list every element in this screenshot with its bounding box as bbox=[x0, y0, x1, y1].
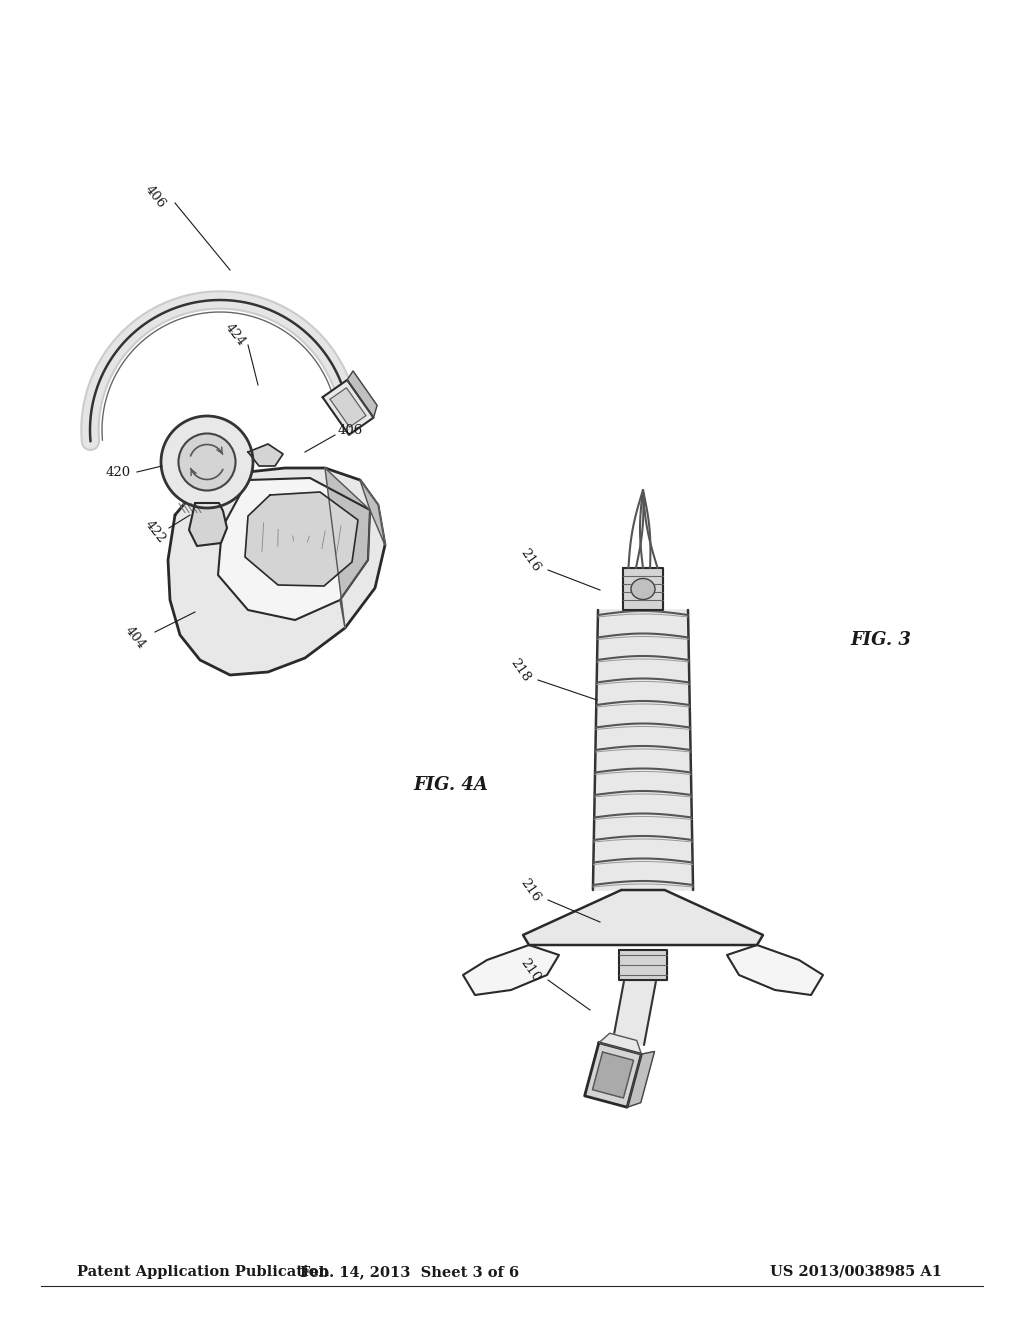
Polygon shape bbox=[323, 380, 374, 434]
Polygon shape bbox=[612, 965, 659, 1045]
Text: FIG. 4A: FIG. 4A bbox=[413, 776, 488, 795]
Polygon shape bbox=[245, 492, 358, 586]
Polygon shape bbox=[360, 480, 385, 545]
Text: FIG. 3: FIG. 3 bbox=[850, 631, 911, 649]
Text: Patent Application Publication: Patent Application Publication bbox=[77, 1265, 329, 1279]
Text: 216: 216 bbox=[517, 546, 543, 574]
Polygon shape bbox=[218, 478, 370, 620]
Polygon shape bbox=[248, 444, 283, 466]
Polygon shape bbox=[623, 568, 663, 610]
Text: US 2013/0038985 A1: US 2013/0038985 A1 bbox=[770, 1265, 942, 1279]
Polygon shape bbox=[463, 945, 559, 995]
Text: 406: 406 bbox=[142, 183, 168, 211]
Text: 216: 216 bbox=[517, 876, 543, 904]
Polygon shape bbox=[593, 610, 693, 890]
Polygon shape bbox=[325, 469, 370, 628]
Polygon shape bbox=[347, 371, 377, 417]
Ellipse shape bbox=[631, 578, 655, 599]
Text: 422: 422 bbox=[142, 517, 168, 546]
Text: 420: 420 bbox=[105, 466, 131, 479]
Text: Feb. 14, 2013  Sheet 3 of 6: Feb. 14, 2013 Sheet 3 of 6 bbox=[300, 1265, 519, 1279]
Text: 424: 424 bbox=[222, 321, 248, 348]
Text: 218: 218 bbox=[508, 656, 532, 684]
Polygon shape bbox=[618, 950, 667, 979]
Circle shape bbox=[178, 433, 236, 491]
Polygon shape bbox=[523, 890, 763, 945]
Text: 210: 210 bbox=[517, 956, 543, 983]
Polygon shape bbox=[585, 1043, 641, 1107]
Polygon shape bbox=[727, 945, 823, 995]
Text: 404: 404 bbox=[122, 624, 147, 652]
Polygon shape bbox=[593, 1052, 634, 1098]
Polygon shape bbox=[599, 1034, 641, 1055]
Polygon shape bbox=[189, 503, 227, 546]
Text: 406: 406 bbox=[337, 424, 362, 437]
Polygon shape bbox=[627, 1052, 654, 1107]
Circle shape bbox=[161, 416, 253, 508]
Polygon shape bbox=[168, 469, 385, 675]
Polygon shape bbox=[330, 388, 366, 428]
